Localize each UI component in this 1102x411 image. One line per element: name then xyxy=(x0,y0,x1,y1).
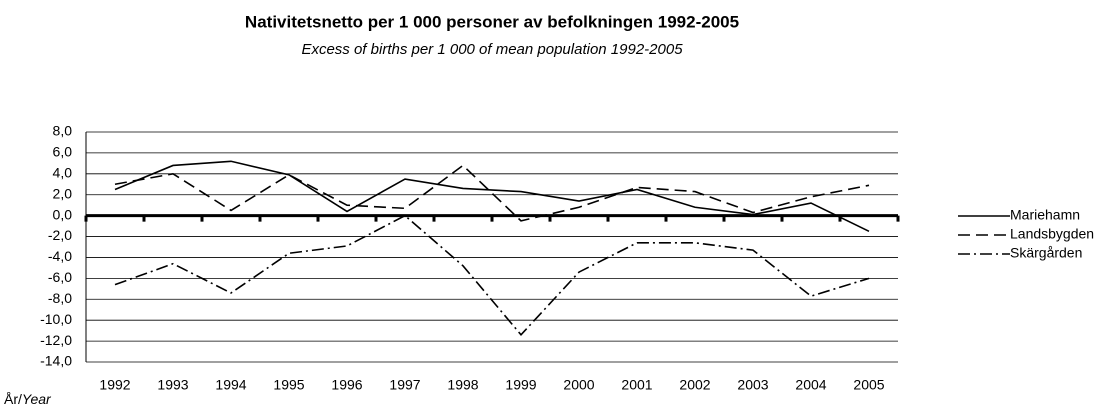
line-series xyxy=(114,160,870,233)
line-series xyxy=(114,214,870,337)
legend-label: Landsbygden xyxy=(1010,226,1094,242)
x-tick-label: 1997 xyxy=(389,377,420,393)
x-axis-label: År/Year xyxy=(4,391,52,407)
x-axis-label-en: Year xyxy=(22,391,52,407)
chart-subtitle: Excess of births per 1 000 of mean popul… xyxy=(301,41,683,58)
x-tick-label: 2000 xyxy=(563,377,594,393)
x-tick-label: 1999 xyxy=(505,377,536,393)
y-tick-label: -2,0 xyxy=(48,227,72,243)
y-tick-label: -12,0 xyxy=(40,332,72,348)
x-tick-label: 1996 xyxy=(331,377,362,393)
x-tick-label: 2003 xyxy=(737,377,768,393)
y-tick-label: 4,0 xyxy=(53,165,73,181)
y-tick-label: 2,0 xyxy=(53,185,73,201)
y-tick-label: -6,0 xyxy=(48,269,72,285)
y-tick-label: 0,0 xyxy=(53,206,73,222)
x-tick-label: 1998 xyxy=(447,377,478,393)
y-tick-label: -4,0 xyxy=(48,248,72,264)
y-tick-label: 8,0 xyxy=(53,123,73,139)
x-tick-label: 2005 xyxy=(853,377,884,393)
y-tick-label: -10,0 xyxy=(40,311,72,327)
y-tick-label: -8,0 xyxy=(48,290,72,306)
x-tick-label: 1994 xyxy=(215,377,246,393)
legend-label: Mariehamn xyxy=(1010,207,1080,223)
chart-title: Nativitetsnetto per 1 000 personer av be… xyxy=(245,12,739,31)
x-tick-label: 2001 xyxy=(621,377,652,393)
legend-label: Skärgården xyxy=(1010,245,1082,261)
x-tick-label: 2002 xyxy=(679,377,710,393)
x-tick-label: 1992 xyxy=(99,377,130,393)
x-axis-label-sv: År/ xyxy=(4,391,22,407)
y-tick-label: 6,0 xyxy=(53,144,73,160)
x-tick-label: 1995 xyxy=(273,377,304,393)
x-tick-label: 1993 xyxy=(157,377,188,393)
x-tick-label: 2004 xyxy=(795,377,826,393)
y-tick-label: -14,0 xyxy=(40,353,72,369)
